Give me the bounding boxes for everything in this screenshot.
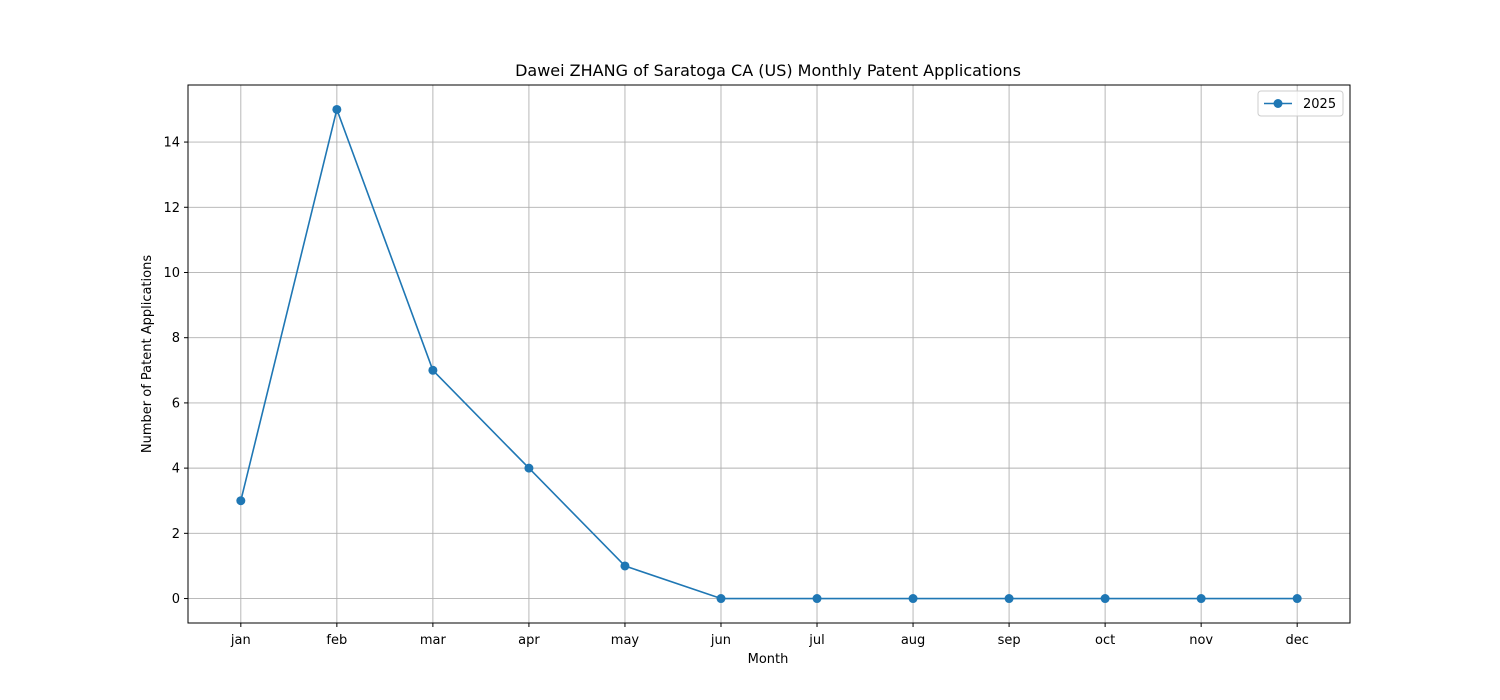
x-axis-label: Month bbox=[748, 652, 789, 667]
x-tick-label: may bbox=[611, 633, 640, 648]
chart-title: Dawei ZHANG of Saratoga CA (US) Monthly … bbox=[515, 61, 1021, 80]
data-point bbox=[236, 496, 245, 505]
grid bbox=[188, 85, 1350, 623]
x-axis: jan feb mar apr may jun jul aug sep oct nov dec bbox=[230, 623, 1309, 648]
legend-label: 2025 bbox=[1303, 97, 1336, 112]
y-tick-label: 14 bbox=[163, 136, 180, 151]
data-point bbox=[813, 594, 822, 603]
x-tick-label: apr bbox=[518, 633, 540, 648]
data-point bbox=[332, 105, 341, 114]
data-point bbox=[716, 594, 725, 603]
x-tick-label: feb bbox=[326, 633, 347, 648]
series-line bbox=[241, 109, 1297, 598]
x-tick-label: jul bbox=[808, 633, 824, 648]
data-point bbox=[1293, 594, 1302, 603]
y-tick-label: 2 bbox=[172, 527, 180, 542]
x-tick-label: jun bbox=[710, 633, 731, 648]
y-tick-label: 8 bbox=[172, 331, 180, 346]
y-tick-label: 0 bbox=[172, 592, 180, 607]
x-tick-label: nov bbox=[1189, 633, 1213, 648]
x-tick-label: oct bbox=[1095, 633, 1115, 648]
data-point bbox=[1197, 594, 1206, 603]
y-axis: 0 2 4 6 8 10 12 14 bbox=[163, 136, 188, 607]
data-point bbox=[1101, 594, 1110, 603]
legend-marker bbox=[1274, 99, 1283, 108]
data-point bbox=[428, 366, 437, 375]
x-tick-label: sep bbox=[998, 633, 1021, 648]
data-point bbox=[620, 561, 629, 570]
data-point bbox=[524, 464, 533, 473]
data-point bbox=[1005, 594, 1014, 603]
series-layer bbox=[236, 105, 1301, 603]
x-tick-label: mar bbox=[420, 633, 447, 648]
plot-area-frame bbox=[188, 85, 1350, 623]
legend: 2025 bbox=[1258, 91, 1343, 116]
x-tick-label: aug bbox=[901, 633, 925, 648]
y-tick-label: 12 bbox=[163, 201, 180, 216]
data-point bbox=[909, 594, 918, 603]
y-tick-label: 6 bbox=[172, 396, 180, 411]
y-tick-label: 4 bbox=[172, 462, 180, 477]
x-tick-label: dec bbox=[1285, 633, 1308, 648]
y-tick-label: 10 bbox=[163, 266, 180, 281]
y-axis-label: Number of Patent Applications bbox=[140, 255, 155, 453]
x-tick-label: jan bbox=[230, 633, 251, 648]
